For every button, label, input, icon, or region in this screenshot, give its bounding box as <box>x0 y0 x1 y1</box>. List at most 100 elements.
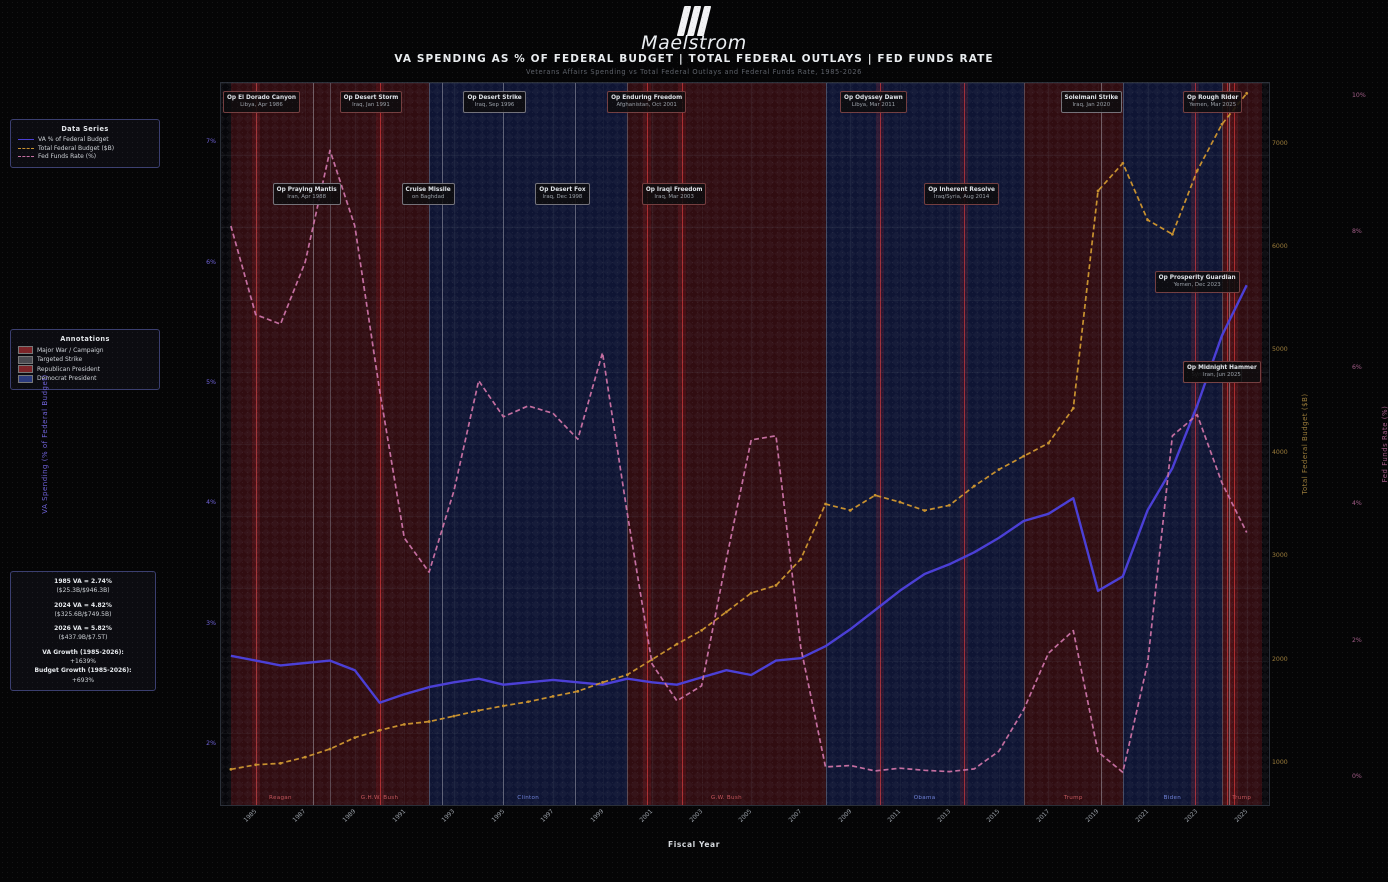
axis-tick-label: 2011 <box>886 808 903 824</box>
y-axis-rate-title: Fed Funds Rate (%) <box>1381 405 1388 483</box>
legend-annotations-title: Annotations <box>60 335 110 343</box>
annotation-callout: Op Iraqi Freedom Iraq, Mar 2003 <box>641 183 707 206</box>
gridline-v <box>701 83 703 805</box>
annotation-date: Iran, Jun 2025 <box>1203 372 1241 379</box>
series-point <box>972 484 976 488</box>
stat-line: 2024 VA = 4.82% <box>54 601 112 609</box>
stat-line: VA Growth (1985-2026): <box>42 648 124 656</box>
strike-line <box>441 83 443 805</box>
war-line <box>1234 83 1236 805</box>
series-lines <box>229 91 1249 774</box>
legend-chip-icon <box>18 346 33 354</box>
series-point <box>254 763 258 767</box>
y-axis-budget-title: Total Federal Budget ($B) <box>1301 393 1309 495</box>
series-point <box>601 680 604 684</box>
annotation-callout: Op Prosperity Guardian Yemen, Dec 2023 <box>1154 271 1240 294</box>
gridline-h <box>221 660 1269 662</box>
series-point <box>1170 232 1174 236</box>
president-label: Obama <box>913 795 936 801</box>
series-point <box>452 714 456 718</box>
x-axis-title: Fiscal Year <box>667 840 721 849</box>
legend-label: Major War / Campaign <box>37 346 104 354</box>
war-line <box>647 83 649 805</box>
gridline-h <box>221 444 1269 445</box>
axis-tick-label: 1991 <box>391 808 407 824</box>
gridline-v <box>305 83 307 805</box>
strike-line <box>503 83 505 805</box>
axis-tick-label: 6% <box>206 258 216 266</box>
gridline-h <box>221 299 1269 301</box>
annotation-title: Op Prosperity Guardian <box>1158 275 1236 281</box>
series-point <box>1245 91 1249 95</box>
axis-tick-label: 2021 <box>1134 808 1151 824</box>
series-point <box>947 503 951 507</box>
axis-tick-label: 6% <box>1352 364 1362 372</box>
annotation-callout: Soleimani Strike Iraq, Jan 2020 <box>1060 91 1123 114</box>
annotation-title: Op Odyssey Dawn <box>844 95 903 101</box>
president-divider <box>627 83 629 805</box>
annotation-date: Iraq, Jan 2020 <box>1072 102 1111 109</box>
series-point <box>1121 161 1125 165</box>
series-point <box>303 755 307 759</box>
gridline-v <box>602 83 604 805</box>
series-point <box>576 689 580 693</box>
axis-tick-label: 2005 <box>737 808 754 824</box>
series-line-1 <box>230 92 1248 771</box>
annotation-date: Libya, Apr 1986 <box>240 102 283 109</box>
axis-tick-label: 2001 <box>638 808 655 824</box>
president-band <box>1221 83 1262 805</box>
chart-plot-area: Op El Dorado Canyon Libya, Apr 1986 Op Des… <box>220 82 1270 806</box>
page-title: VA SPENDING AS % OF FEDERAL BUDGET | TOT… <box>394 53 994 65</box>
president-divider <box>1221 83 1223 805</box>
stat-line: ($25.3B/$946.3B) <box>56 587 110 595</box>
annotation-date: Iraq, Mar 2003 <box>654 194 694 201</box>
axis-tick-label: 1997 <box>539 808 556 824</box>
axis-tick-label: 4% <box>1352 500 1362 508</box>
stat-line: 1985 VA = 2.74% <box>54 578 112 585</box>
legend-label: Republican President <box>37 365 101 373</box>
brand-name: Maelstrom <box>641 32 747 54</box>
series-point <box>477 709 481 712</box>
annotation-date: Iraq/Syria, Aug 2014 <box>933 194 990 201</box>
president-label: G.W. Bush <box>710 795 742 801</box>
annotation-date: Iran, Apr 1988 <box>287 194 327 201</box>
gridline-v <box>453 83 455 805</box>
annotation-callout: Op Enduring Freedom Afghanistan, Oct 2001 <box>607 91 687 114</box>
series-line-0 <box>230 284 1248 704</box>
series-point <box>873 493 877 497</box>
series-point <box>675 642 679 646</box>
gridline-v <box>1246 83 1248 805</box>
series-point <box>279 761 282 765</box>
series-point <box>898 500 902 504</box>
annotation-callout: Cruise Missile on Baghdad <box>401 183 455 206</box>
gridline-h <box>221 588 1269 590</box>
series-point <box>997 468 1001 471</box>
axis-tick-label: 5% <box>206 378 216 386</box>
stat-line: 2026 VA = 5.82% <box>54 625 112 633</box>
gridline-v <box>404 83 406 805</box>
annotation-date: Iraq, Jan 1991 <box>352 102 390 109</box>
series-point <box>402 722 406 726</box>
legend-series-title: Data Series <box>61 125 109 133</box>
stat-line: ($325.6B/$749.5B) <box>54 610 112 618</box>
page-subtitle: Veterans Affairs Spending vs Total Feder… <box>526 68 862 76</box>
axis-tick-label: 1993 <box>440 808 457 824</box>
series-point <box>526 700 530 704</box>
series-point <box>1220 122 1224 126</box>
axis-tick-label: 8% <box>1352 227 1362 235</box>
axis-tick-label: 1999 <box>589 808 605 824</box>
series-point <box>625 673 629 677</box>
annotation-date: Libya, Mar 2011 <box>851 102 896 109</box>
gridline-v <box>1197 83 1199 805</box>
legend-swatch-icon <box>18 139 34 140</box>
annotation-title: Op Inherent Resolve <box>928 187 995 193</box>
axis-tick-label: 7000 <box>1272 139 1288 147</box>
gridline-v <box>552 83 554 805</box>
series-point <box>378 728 381 732</box>
gridline-h <box>221 732 1269 734</box>
gridline-v <box>503 83 505 805</box>
series-point <box>1047 441 1050 445</box>
annotation-callout: Op Inherent Resolve Iraq/Syria, Aug 2014 <box>924 183 999 206</box>
legend-row: VA % of Federal Budget <box>18 136 152 143</box>
